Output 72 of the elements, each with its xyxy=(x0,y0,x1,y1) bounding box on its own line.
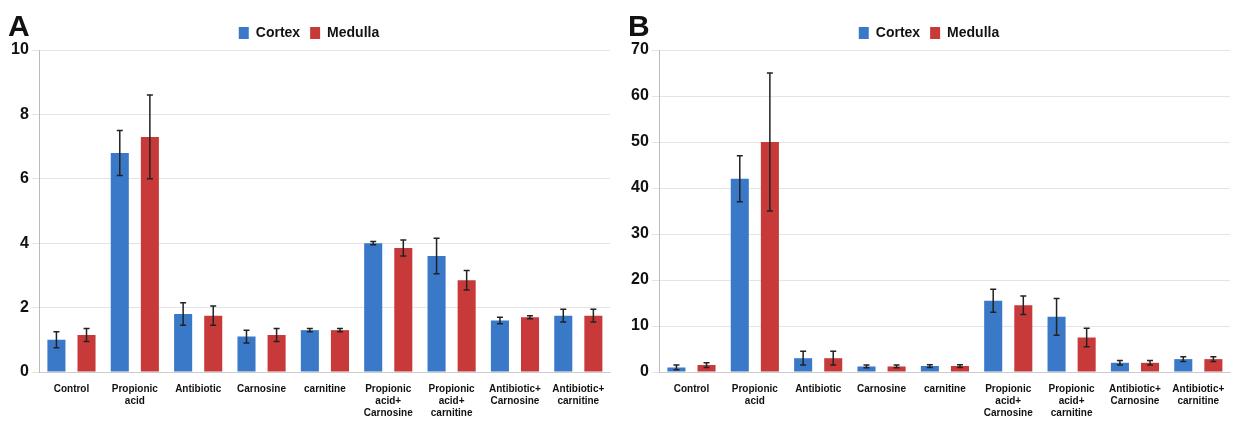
bar xyxy=(267,334,286,372)
x-tick-label: Propionic acid xyxy=(731,382,779,406)
x-tick-label: Control xyxy=(53,382,90,394)
bar xyxy=(237,336,256,372)
x-tick-label: carnitine xyxy=(924,382,967,394)
x-tick-label: Propionic acid+ carnitine xyxy=(428,382,476,418)
bar xyxy=(520,317,540,372)
legend-label: Cortex xyxy=(255,23,301,40)
x-tick-label: Propionic acid+ Carnosine xyxy=(983,382,1034,418)
bar xyxy=(204,315,223,372)
x-tick-label: Carnosine xyxy=(237,382,287,394)
x-tick-label: Carnosine xyxy=(857,382,907,394)
x-tick-label: Propionic acid+ Carnosine xyxy=(363,382,414,418)
y-tick-label: 50 xyxy=(631,132,649,150)
bar xyxy=(77,334,96,372)
bar xyxy=(1174,359,1193,372)
bar xyxy=(554,315,573,372)
bar xyxy=(824,358,843,372)
bar xyxy=(457,280,476,372)
bar xyxy=(984,300,1003,372)
y-tick-label: 8 xyxy=(19,104,29,122)
x-tick-label: Antibiotic+ carnitine xyxy=(1172,382,1225,406)
bar xyxy=(330,330,349,372)
legend-label: Cortex xyxy=(875,23,921,40)
y-tick-label: 60 xyxy=(631,86,649,104)
y-tick-label: 20 xyxy=(631,270,649,288)
bar xyxy=(47,339,66,372)
bar xyxy=(364,243,383,372)
bar xyxy=(1014,305,1033,372)
y-tick-label: 70 xyxy=(631,40,649,58)
y-tick-label: 0 xyxy=(639,362,649,380)
legend-label: Medulla xyxy=(947,23,1000,40)
bar xyxy=(490,320,509,372)
y-tick-label: 6 xyxy=(19,169,29,187)
bar xyxy=(1077,337,1096,372)
bar xyxy=(794,358,813,372)
x-tick-label: Antibiotic+ Carnosine xyxy=(1108,382,1162,406)
bar xyxy=(174,314,193,372)
x-tick-label: Propionic acid+ carnitine xyxy=(1048,382,1096,418)
x-tick-label: Antibiotic+ carnitine xyxy=(552,382,605,406)
chart-title: B xyxy=(628,9,650,43)
x-tick-label: carnitine xyxy=(304,382,347,394)
y-tick-label: 4 xyxy=(19,233,29,251)
x-tick-label: Antibiotic xyxy=(795,382,842,394)
bar xyxy=(584,315,603,372)
bar xyxy=(1140,362,1160,372)
y-tick-label: 40 xyxy=(631,178,649,196)
y-tick-label: 0 xyxy=(19,362,29,380)
bar xyxy=(1110,362,1129,372)
bar xyxy=(1204,359,1223,372)
x-tick-label: Control xyxy=(673,382,710,394)
bar xyxy=(300,330,319,372)
legend-label: Medulla xyxy=(327,23,380,40)
y-tick-label: 30 xyxy=(631,224,649,242)
chart-title: A xyxy=(8,9,30,43)
x-tick-label: Antibiotic xyxy=(175,382,222,394)
bar xyxy=(140,136,159,372)
bar xyxy=(110,153,129,372)
bar xyxy=(760,142,779,372)
bar xyxy=(950,366,969,372)
bar xyxy=(427,256,446,372)
bar xyxy=(667,367,686,372)
bar xyxy=(730,178,749,372)
x-tick-label: Antibiotic+ Carnosine xyxy=(488,382,542,406)
bar xyxy=(394,248,413,372)
bar xyxy=(920,366,939,372)
bar xyxy=(1047,316,1066,372)
bar xyxy=(697,365,716,372)
y-tick-label: 10 xyxy=(11,40,29,58)
y-tick-label: 2 xyxy=(19,298,29,316)
y-tick-label: 10 xyxy=(631,316,649,334)
x-tick-label: Propionic acid xyxy=(111,382,159,406)
